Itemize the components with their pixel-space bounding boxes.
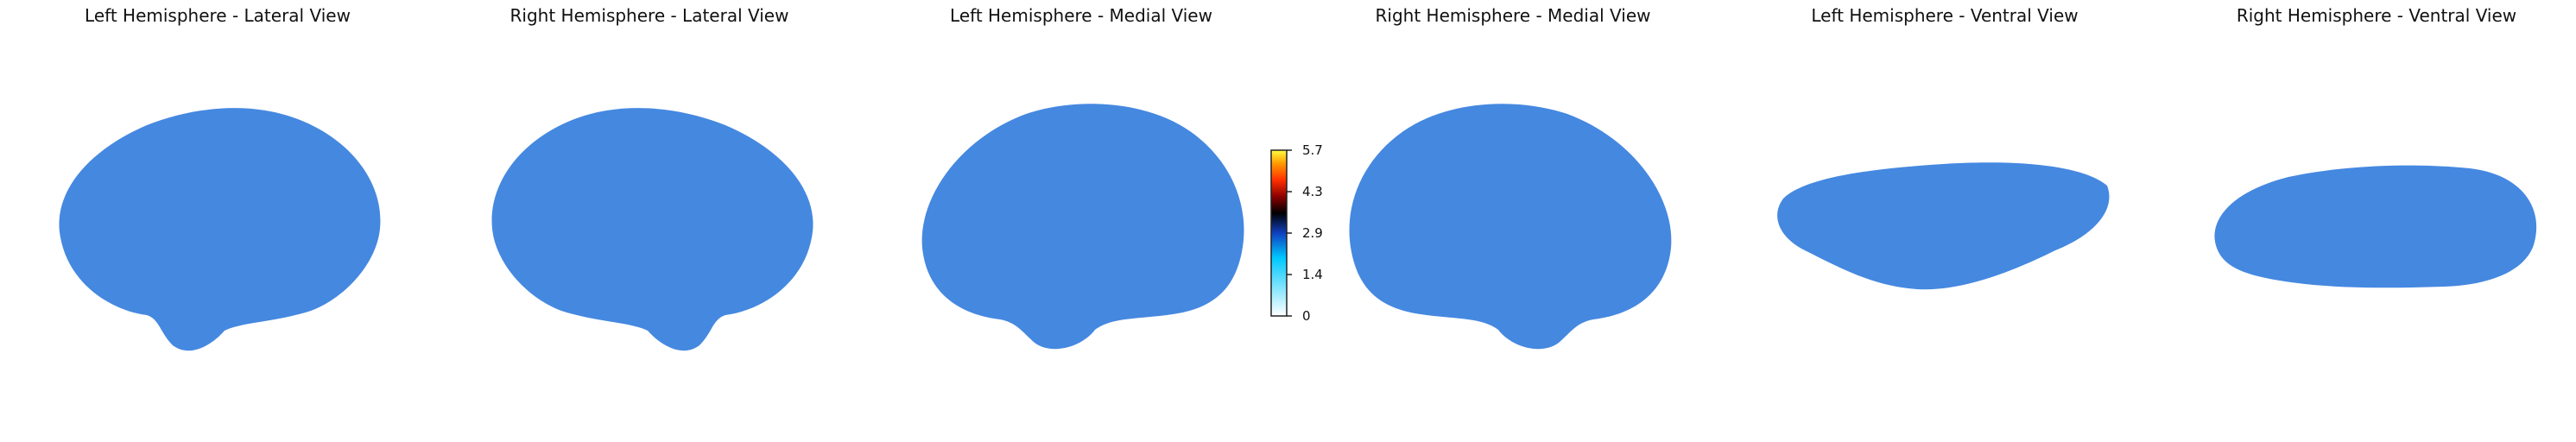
panel-title-left-lateral: Left Hemisphere - Lateral View: [85, 5, 351, 26]
colorbar-tick: 2.9: [1302, 225, 1323, 241]
brain-right-lateral: [491, 108, 813, 351]
colorbar: [1270, 149, 1292, 317]
brain-right-ventral: [2214, 165, 2537, 288]
panel-title-left-ventral: Left Hemisphere - Ventral View: [1811, 5, 2079, 26]
colorbar-tick: 4.3: [1302, 184, 1323, 199]
brain-right-medial: [1349, 104, 1672, 350]
panel-title-right-lateral: Right Hemisphere - Lateral View: [510, 5, 789, 26]
colorbar-tick: 0: [1302, 308, 1311, 324]
panel-title-left-medial: Left Hemisphere - Medial View: [950, 5, 1212, 26]
brain-left-ventral: [1777, 162, 2110, 290]
panel-title-right-medial: Right Hemisphere - Medial View: [1375, 5, 1651, 26]
brain-left-medial: [921, 104, 1244, 350]
colorbar-tick: 5.7: [1302, 142, 1323, 158]
brain-left-lateral: [59, 108, 381, 351]
panel-title-right-ventral: Right Hemisphere - Ventral View: [2236, 5, 2517, 26]
colorbar-tick: 1.4: [1302, 267, 1323, 282]
